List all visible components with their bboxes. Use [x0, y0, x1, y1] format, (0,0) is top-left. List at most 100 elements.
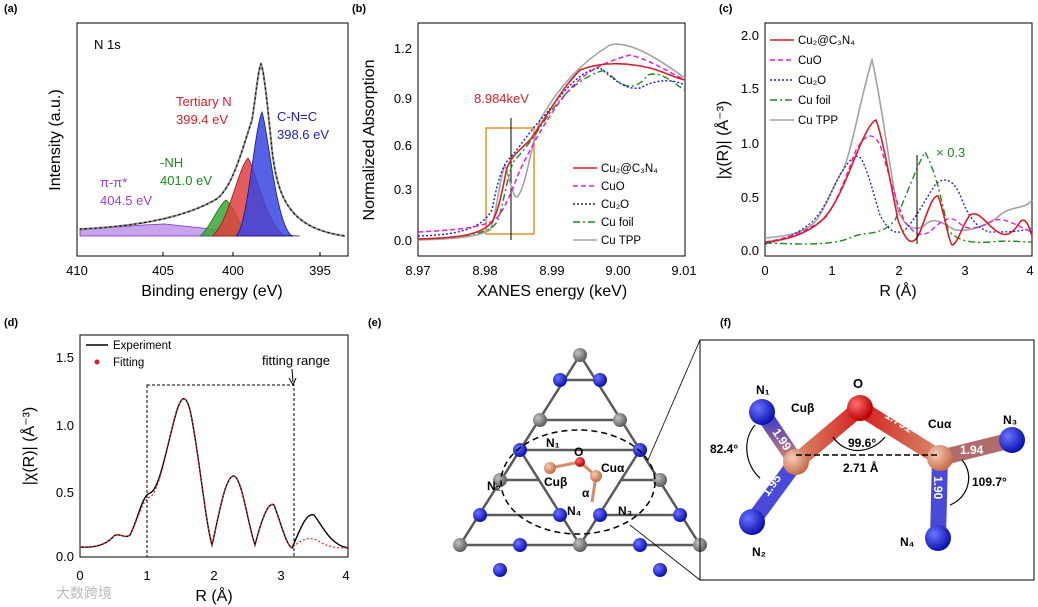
label-pi-pi: π-π*	[100, 175, 127, 190]
tick-label: 0.5	[741, 190, 759, 205]
legend-item: CuO	[798, 55, 822, 67]
legend-item: Fitting	[113, 357, 144, 369]
nitrogen-atom	[653, 563, 667, 577]
panel-d-yticks: 0.0 0.5 1.0 1.5	[56, 350, 74, 564]
tick-label: 410	[66, 263, 88, 278]
xps-annotations: Tertiary N 399.4 eV C-N=C 398.6 eV -NH 4…	[100, 94, 329, 208]
nitrogen-atom	[633, 443, 647, 457]
angle-annotations: 82.4° 99.6° 109.7° 2.71 Å	[710, 424, 1007, 506]
panel-b-xlabel: XANES energy (keV)	[477, 283, 627, 300]
zoom-line-top	[647, 339, 701, 461]
legend-item: Experiment	[113, 340, 172, 352]
xanes-curves	[417, 43, 686, 241]
nitrogen-atom	[493, 563, 507, 577]
tick-label: 8.98	[472, 263, 497, 278]
curve-cu2o	[764, 155, 1033, 245]
tick-label: 1.0	[741, 136, 759, 151]
tick-label: 395	[309, 263, 331, 278]
tick-label: 400	[222, 263, 244, 278]
panel-d-label: (d)	[4, 317, 18, 329]
panel-a-label: (a)	[4, 3, 18, 15]
nitrogen-atom	[473, 508, 487, 522]
atom-label-n2: N₂	[487, 479, 501, 493]
legend-item: CuO	[601, 181, 625, 193]
tick-label: 0.9	[394, 91, 412, 106]
oxygen-atom	[575, 457, 585, 467]
atom-label-cu-alpha: Cuα	[601, 461, 625, 475]
panel-a: (a) N 1s Tertiary N 399.4 eV C-N=C 398.6…	[4, 3, 349, 300]
nitrogen-atom	[593, 508, 607, 522]
panel-c-ylabel: |χ(R)| (Å⁻³)	[713, 101, 732, 179]
fitting-range-arrow	[291, 368, 294, 383]
atom-label-n3: N₃	[1003, 413, 1017, 427]
panel-a-ylabel: Intensity (a.u.)	[47, 89, 64, 190]
tick-label: 0.3	[394, 182, 412, 197]
tick-label: 2	[895, 263, 902, 278]
ft-exafs-curves	[764, 56, 1033, 246]
panel-c-legend: Cu₂@C₃N₄ CuO Cu₂O Cu foil Cu TPP	[770, 35, 855, 127]
tick-label: 2	[210, 568, 217, 583]
panel-c-yticks: 0.0 0.5 1.0 1.5 2.0	[741, 28, 759, 258]
atom-label-cu-beta: Cuβ	[544, 475, 567, 489]
n1-atom	[749, 399, 775, 425]
panel-c-xlabel: R (Å)	[879, 281, 916, 300]
cu-alpha-atom	[927, 445, 953, 471]
bond-cua-n3: 1.94	[960, 443, 984, 457]
bond-cua-n4: 1.90	[931, 476, 945, 500]
panel-b-frame	[417, 22, 686, 257]
tick-label: 2.0	[741, 28, 759, 43]
legend-item: Cu foil	[798, 95, 831, 107]
legend-item: Cu₂O	[601, 199, 629, 211]
nitrogen-atom	[513, 538, 527, 552]
panel-c-xticks: 0 1 2 3 4	[761, 263, 1033, 278]
angle-n3-cua-n4: 109.7°	[972, 475, 1007, 489]
atom-label-n2: N₂	[752, 545, 766, 559]
tick-label: 0.5	[56, 485, 74, 500]
curve-cu2-c3n4	[417, 62, 686, 240]
curve-cu2o	[417, 67, 686, 237]
panel-a-frame	[76, 22, 349, 257]
panel-d-xticks: 0 1 2 3 4	[76, 568, 349, 583]
panel-e: (e)	[368, 317, 707, 581]
panel-d-frame	[79, 334, 349, 558]
tick-label: 0	[761, 263, 768, 278]
carbon-atom	[573, 348, 587, 362]
tick-label: 8.99	[539, 263, 564, 278]
cu-cu-distance: 2.71 Å	[843, 460, 879, 475]
active-site-ellipse	[500, 429, 656, 535]
curve-cuo	[764, 135, 1033, 243]
panel-d-legend: Experiment Fitting	[86, 340, 172, 369]
angle-n1-cub-n2: 82.4°	[710, 442, 738, 456]
nitrogen-atom	[553, 373, 567, 387]
panel-d: (d) fitting range Experiment Fitting 0.0…	[4, 317, 350, 605]
zoom-line-bottom	[629, 524, 701, 581]
label-nh: -NH	[160, 155, 183, 170]
atom-labels-f: N₁ N₂ N₃ N₄ O Cuβ Cuα	[752, 376, 1017, 559]
nitrogen-atom	[633, 538, 647, 552]
panel-a-title: N 1s	[94, 37, 121, 52]
tick-label: 1.5	[56, 350, 74, 365]
n2-atom	[739, 509, 765, 535]
panel-a-xticks: 410 405 400 395	[66, 252, 331, 278]
tick-label: 0	[76, 568, 83, 583]
nitrogen-atom	[553, 508, 567, 522]
peak-cnc	[234, 110, 294, 237]
panel-b-xticks: 8.97 8.98 8.99 9.00 9.01	[405, 263, 696, 278]
panel-c-label: (c)	[719, 3, 733, 15]
carbon-atom	[613, 413, 627, 427]
carbon-atom	[653, 473, 667, 487]
panel-f-frame	[699, 339, 1035, 581]
nitrogen-atom	[673, 508, 687, 522]
panel-c: (c) × 0.3 Cu₂@C₃N₄ CuO Cu₂O Cu foil Cu T…	[713, 3, 1034, 300]
atom-label-n4: N₄	[900, 535, 915, 549]
label-cnc: C-N=C	[277, 109, 317, 124]
atom-label-cu-beta: Cuβ	[791, 401, 814, 415]
value-pi-pi: 404.5 eV	[100, 193, 152, 208]
tick-label: 0.0	[394, 233, 412, 248]
tick-label: 1.5	[741, 81, 759, 96]
curve-fitting	[79, 398, 349, 549]
scale-annotation: × 0.3	[936, 145, 965, 160]
atom-label-cu-alpha: Cuα	[928, 417, 952, 431]
curve-experiment	[79, 398, 349, 549]
tick-label: 1.0	[56, 418, 74, 433]
